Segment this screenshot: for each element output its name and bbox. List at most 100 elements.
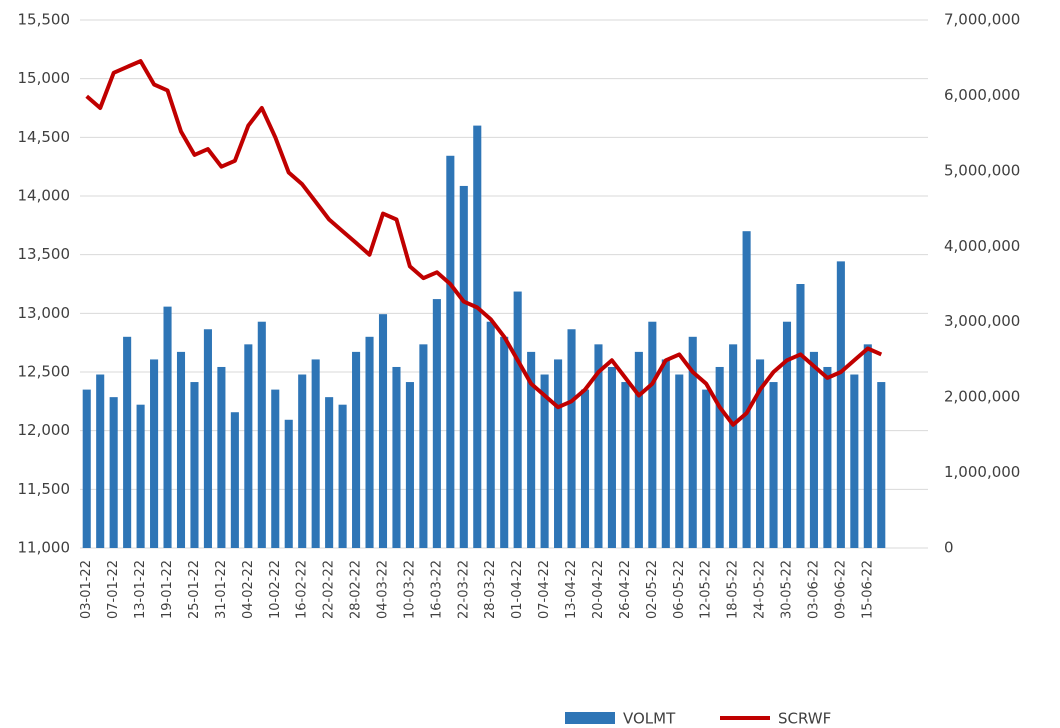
bar <box>433 299 441 548</box>
bar <box>231 412 239 548</box>
x-tick-label: 28-02-22 <box>349 560 364 619</box>
y-tick-label: 13,500 <box>18 245 71 263</box>
y-tick-label: 14,000 <box>18 187 71 205</box>
x-tick-label: 31-01-22 <box>214 560 229 619</box>
x-tick-label: 07-04-22 <box>537 560 552 619</box>
y-tick-label: 12,000 <box>18 421 71 439</box>
x-tick-label: 10-03-22 <box>402 560 417 619</box>
legend-label: SCRWF <box>778 710 831 728</box>
y2-tick-label: 7,000,000 <box>944 11 1020 29</box>
y-tick-label: 12,500 <box>18 363 71 381</box>
y-tick-label: 11,000 <box>18 539 71 557</box>
bar <box>271 390 279 548</box>
bar <box>217 367 225 548</box>
bar <box>177 352 185 548</box>
bar <box>150 359 158 548</box>
bar <box>729 344 737 548</box>
bar <box>769 382 777 548</box>
bar <box>662 359 670 548</box>
x-tick-label: 01-04-22 <box>510 560 525 619</box>
y2-tick-label: 5,000,000 <box>944 161 1020 179</box>
x-tick-label: 22-03-22 <box>456 560 471 619</box>
bar <box>648 322 656 548</box>
bar <box>743 231 751 548</box>
bar <box>514 292 522 548</box>
x-tick-label: 24-05-22 <box>753 560 768 619</box>
x-tick-label: 10-02-22 <box>268 560 283 619</box>
bar <box>460 186 468 548</box>
bar <box>608 367 616 548</box>
bar <box>675 375 683 548</box>
bar <box>137 405 145 548</box>
x-tick-label: 06-05-22 <box>672 560 687 619</box>
bar <box>244 344 252 548</box>
y2-tick-label: 4,000,000 <box>944 237 1020 255</box>
x-tick-label: 16-03-22 <box>429 560 444 619</box>
x-tick-label: 30-05-22 <box>780 560 795 619</box>
x-tick-label: 26-04-22 <box>618 560 633 619</box>
bar <box>850 375 858 548</box>
bar <box>258 322 266 548</box>
x-tick-label: 03-06-22 <box>806 560 821 619</box>
bar <box>581 390 589 548</box>
bar <box>285 420 293 548</box>
y-tick-label: 14,500 <box>18 128 71 146</box>
x-tick-label: 19-01-22 <box>160 560 175 619</box>
bar <box>716 367 724 548</box>
y2-tick-label: 1,000,000 <box>944 463 1020 481</box>
bar <box>110 397 118 548</box>
bar <box>204 329 212 548</box>
y-tick-label: 13,000 <box>18 304 71 322</box>
bar <box>567 329 575 548</box>
bar <box>163 307 171 548</box>
bar <box>365 337 373 548</box>
x-tick-label: 12-05-22 <box>699 560 714 619</box>
y2-tick-label: 6,000,000 <box>944 86 1020 104</box>
bar <box>500 337 508 548</box>
x-tick-label: 18-05-22 <box>726 560 741 619</box>
x-tick-label: 28-03-22 <box>483 560 498 619</box>
bar <box>406 382 414 548</box>
bar <box>796 284 804 548</box>
bar <box>621 382 629 548</box>
bar <box>83 390 91 548</box>
bar <box>298 375 306 548</box>
bar <box>864 344 872 548</box>
bar <box>325 397 333 548</box>
bar <box>339 405 347 548</box>
bar <box>783 322 791 548</box>
x-tick-label: 13-04-22 <box>564 560 579 619</box>
bar <box>810 352 818 548</box>
legend-label: VOLMT <box>623 710 676 728</box>
bar <box>123 337 131 548</box>
x-tick-label: 15-06-22 <box>860 560 875 619</box>
y-tick-label: 11,500 <box>18 480 71 498</box>
x-tick-label: 22-02-22 <box>322 560 337 619</box>
bar <box>190 382 198 548</box>
x-tick-label: 04-03-22 <box>376 560 391 619</box>
x-tick-label: 04-02-22 <box>241 560 256 619</box>
bar <box>312 359 320 548</box>
y2-tick-label: 2,000,000 <box>944 388 1020 406</box>
y2-tick-label: 3,000,000 <box>944 312 1020 330</box>
bar <box>702 390 710 548</box>
x-tick-label: 13-01-22 <box>133 560 148 619</box>
bar <box>473 126 481 548</box>
y2-tick-label: 0 <box>944 539 954 557</box>
bar <box>379 314 387 548</box>
x-tick-label: 25-01-22 <box>187 560 202 619</box>
bar <box>635 352 643 548</box>
x-tick-label: 09-06-22 <box>833 560 848 619</box>
bar <box>554 359 562 548</box>
bar <box>392 367 400 548</box>
bar <box>823 367 831 548</box>
bar <box>96 375 104 548</box>
bar <box>837 261 845 548</box>
bar <box>352 352 360 548</box>
y-tick-label: 15,000 <box>18 69 71 87</box>
x-tick-label: 16-02-22 <box>295 560 310 619</box>
bar <box>487 322 495 548</box>
bar <box>446 156 454 548</box>
y-tick-label: 15,500 <box>18 11 71 29</box>
chart: 11,000 11,500 12,000 12,500 13,000 13,500 14,0… <box>0 0 1060 728</box>
